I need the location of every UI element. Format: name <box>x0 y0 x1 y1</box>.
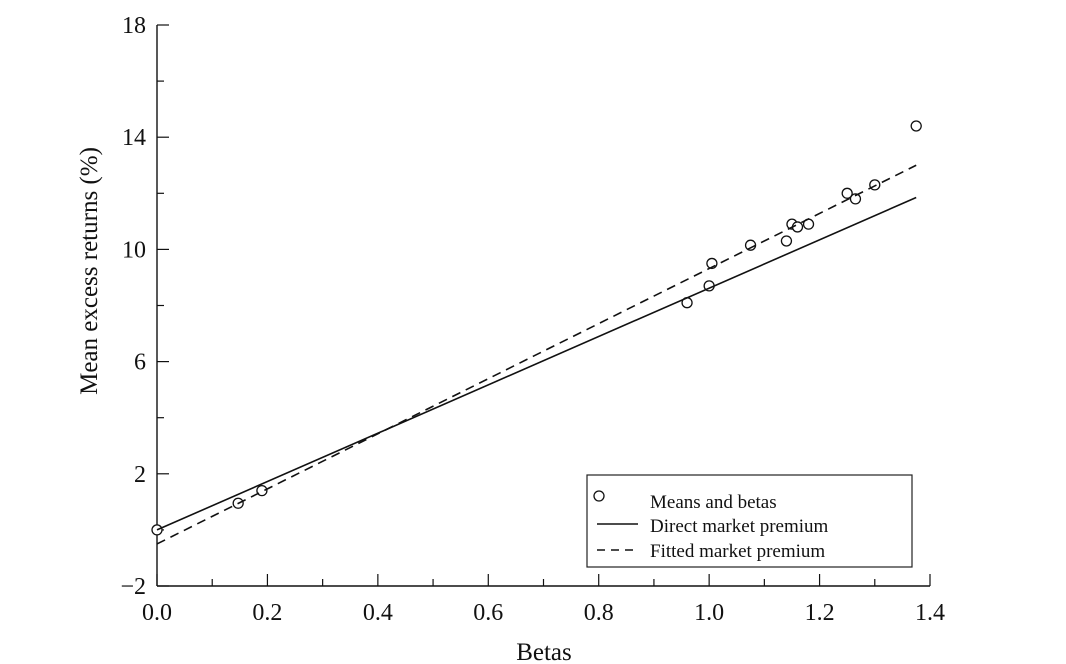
x-tick-label: 0.6 <box>473 600 503 626</box>
legend-marker-means-and-betas <box>593 490 605 502</box>
ticks <box>156 24 931 587</box>
x-tick-label: 1.0 <box>694 600 724 626</box>
y-tick-label: 14 <box>122 125 146 151</box>
legend-label-fitted-market-premium: Fitted market premium <box>650 541 825 562</box>
data-point <box>841 187 853 199</box>
x-tick-label: 1.2 <box>805 600 835 626</box>
legend: Means and betas Direct market premium Fi… <box>586 474 913 568</box>
x-tick-label: 0.4 <box>363 600 393 626</box>
legend-label-direct-market-premium: Direct market premium <box>650 516 829 537</box>
y-tick-label: −2 <box>120 574 146 600</box>
data-point <box>910 120 922 132</box>
y-tick-label: 18 <box>122 13 146 39</box>
data-point <box>256 484 268 497</box>
x-axis-title: Betas <box>516 639 572 664</box>
legend-box <box>586 474 913 568</box>
y-tick-label: 10 <box>122 237 146 263</box>
legend-label-means-and-betas: Means and betas <box>650 492 777 513</box>
y-tick-label: 6 <box>134 350 146 376</box>
plot-series <box>151 120 922 545</box>
x-tick-label: 0.0 <box>142 600 172 626</box>
data-point <box>849 193 862 205</box>
x-tick-label: 1.4 <box>915 600 945 626</box>
x-tick-label: 0.8 <box>584 600 614 626</box>
x-tick-label: 0.2 <box>252 600 282 626</box>
y-tick-label: 2 <box>134 462 146 488</box>
tick-labels: 0.0 0.2 0.4 0.6 0.8 1.0 1.2 1.4 −2 2 6 10 14 18 <box>120 13 945 626</box>
fitted-market-premium-line <box>156 164 917 545</box>
data-point <box>780 235 793 247</box>
direct-market-premium-line <box>156 196 917 531</box>
y-axis-title: Mean excess returns (%) <box>76 147 103 395</box>
